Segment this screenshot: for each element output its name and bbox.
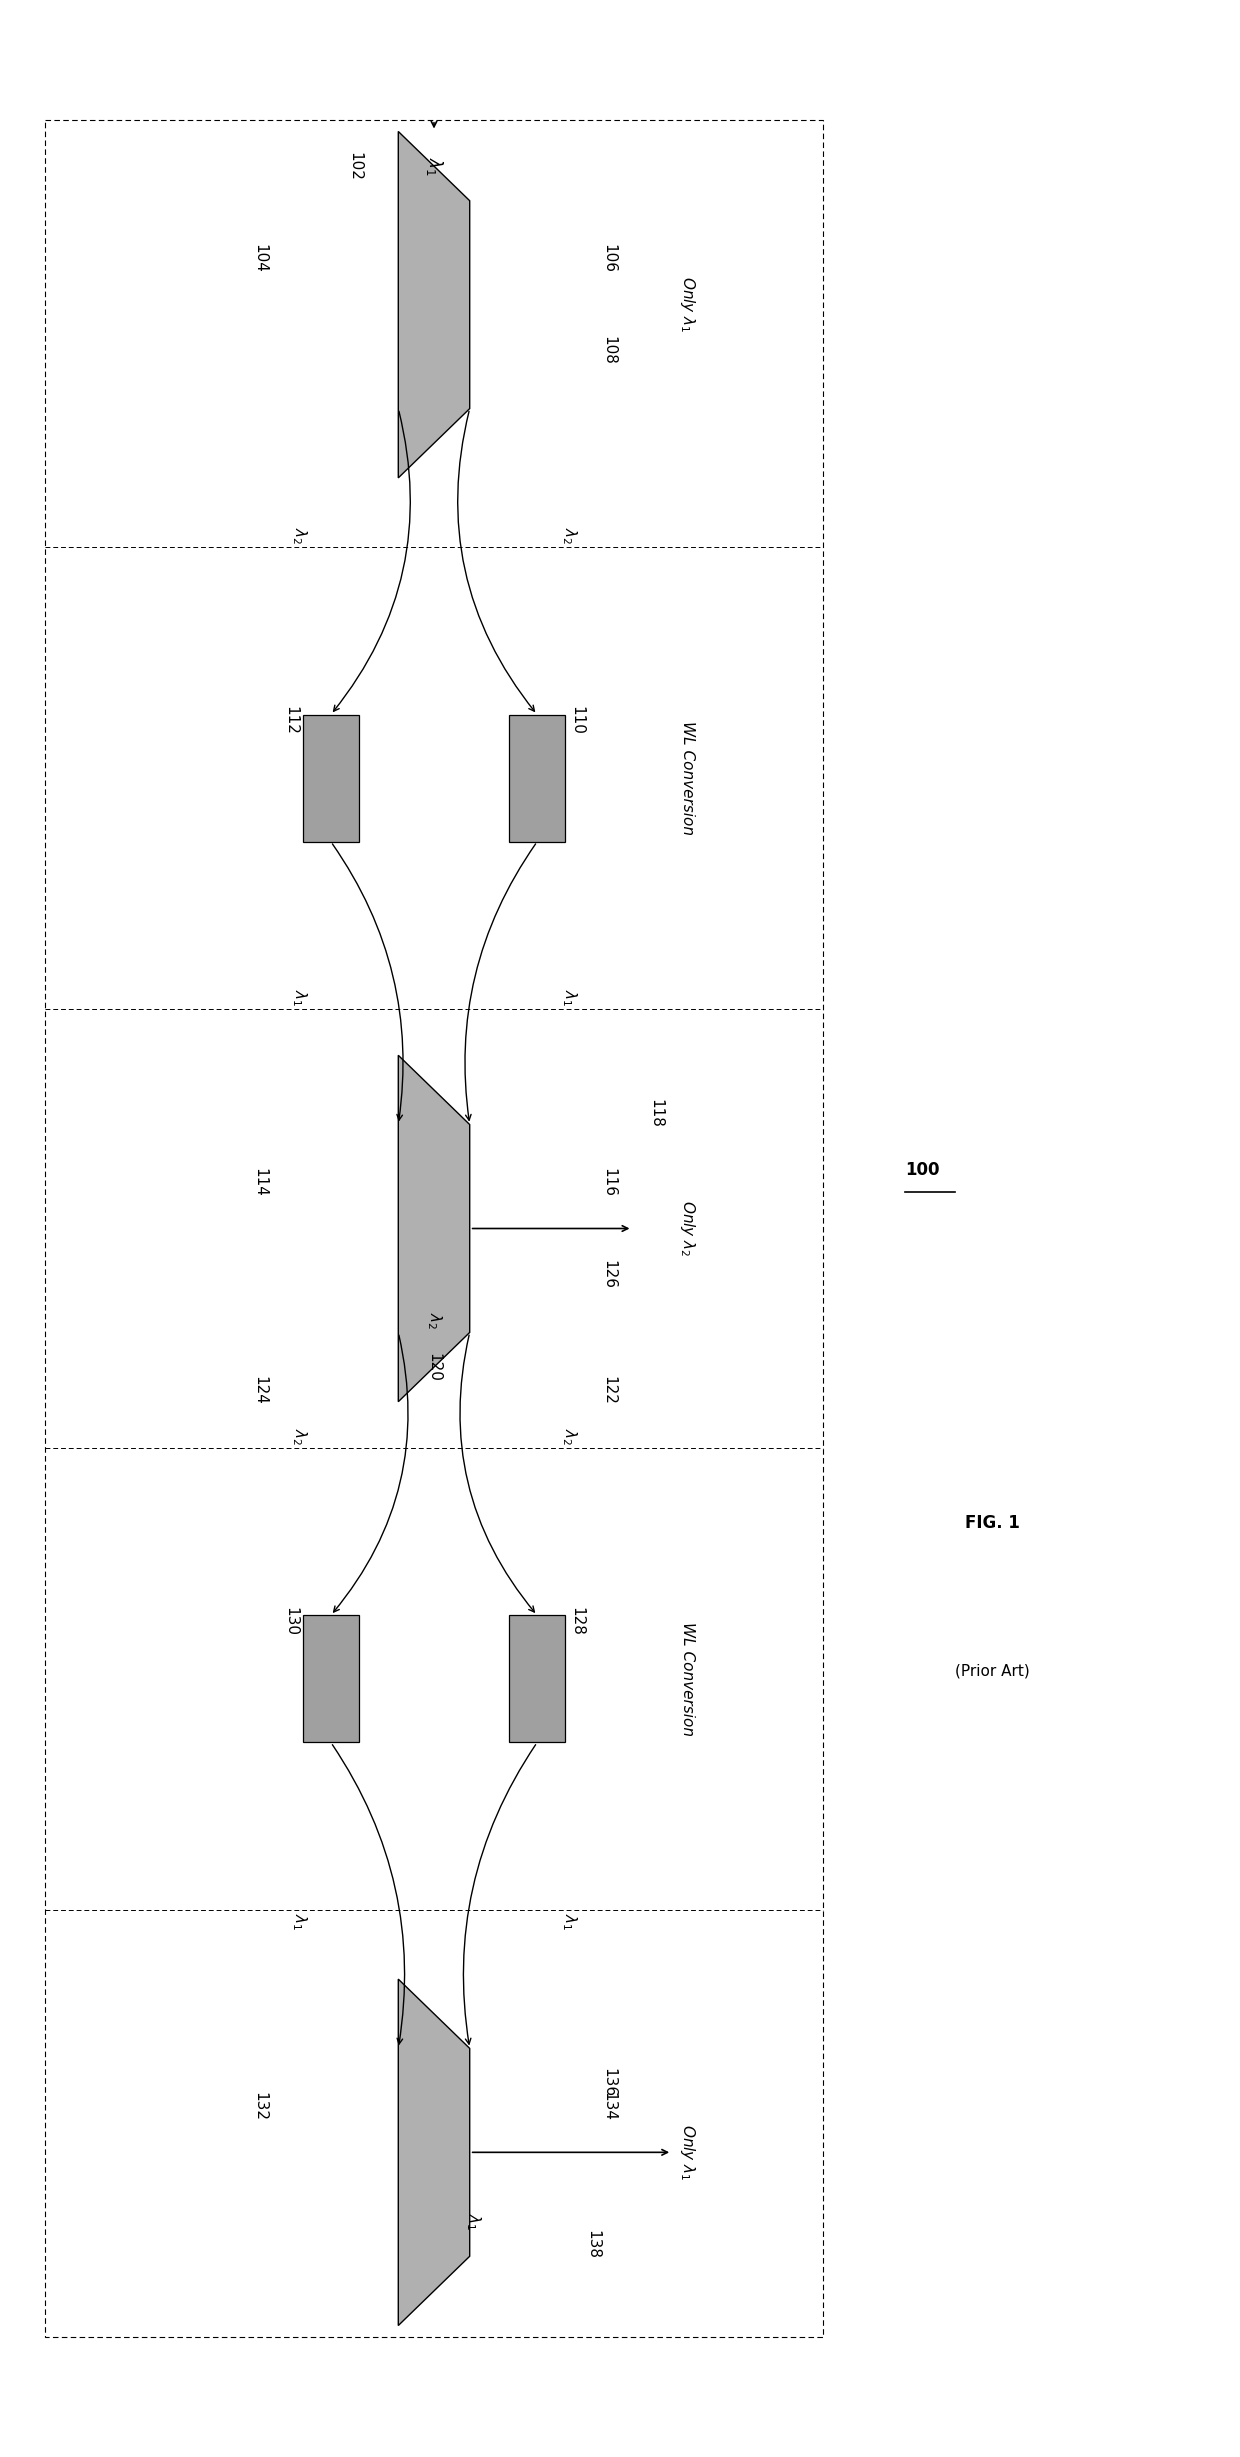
Text: $\lambda_1$: $\lambda_1$ (290, 1912, 309, 1931)
Text: 108: 108 (601, 337, 616, 366)
Text: 112: 112 (284, 705, 299, 735)
Text: (Prior Art): (Prior Art) (955, 1663, 1029, 1678)
Text: 106: 106 (601, 243, 616, 273)
Text: $\lambda_2$: $\lambda_2$ (424, 1312, 444, 1329)
Text: 138: 138 (585, 2231, 600, 2260)
Polygon shape (510, 1614, 565, 1742)
Polygon shape (510, 715, 565, 843)
Text: 118: 118 (649, 1098, 663, 1128)
Text: $\lambda_2$: $\lambda_2$ (290, 526, 309, 545)
Polygon shape (398, 1057, 470, 1400)
Text: $\lambda_1$: $\lambda_1$ (559, 988, 578, 1007)
Text: 136: 136 (601, 2069, 616, 2098)
Text: 116: 116 (601, 1167, 616, 1197)
Text: $\lambda_2$: $\lambda_2$ (290, 1428, 309, 1445)
Text: 100: 100 (905, 1162, 940, 1179)
Polygon shape (398, 1980, 470, 2324)
Polygon shape (303, 1614, 358, 1742)
Text: FIG. 1: FIG. 1 (965, 1514, 1019, 1533)
Text: WL Conversion: WL Conversion (681, 1622, 696, 1735)
Text: $\lambda_1$: $\lambda_1$ (464, 2214, 484, 2231)
Text: Only $\lambda_2$: Only $\lambda_2$ (678, 1201, 697, 1256)
Text: 114: 114 (252, 1167, 267, 1197)
Text: $\lambda_1$: $\lambda_1$ (424, 157, 444, 174)
Polygon shape (398, 133, 470, 479)
Polygon shape (303, 715, 358, 843)
Text: 122: 122 (601, 1376, 616, 1405)
Text: WL Conversion: WL Conversion (681, 722, 696, 835)
Text: 126: 126 (601, 1260, 616, 1290)
Text: 132: 132 (252, 2091, 267, 2120)
Text: 110: 110 (569, 705, 584, 735)
Text: Only $\lambda_1$: Only $\lambda_1$ (678, 2123, 697, 2182)
Text: 120: 120 (427, 1354, 441, 1381)
Text: 124: 124 (252, 1376, 267, 1405)
Text: 102: 102 (347, 152, 362, 179)
Text: 128: 128 (569, 1607, 584, 1636)
Text: 130: 130 (284, 1607, 299, 1636)
Text: $\lambda_1$: $\lambda_1$ (559, 1912, 578, 1931)
Text: $\lambda_1$: $\lambda_1$ (290, 988, 309, 1007)
Text: $\lambda_2$: $\lambda_2$ (559, 526, 578, 545)
Text: Only $\lambda_1$: Only $\lambda_1$ (678, 275, 697, 334)
Text: $\lambda_2$: $\lambda_2$ (559, 1428, 578, 1445)
Text: 104: 104 (252, 243, 267, 273)
Text: 134: 134 (601, 2091, 616, 2120)
